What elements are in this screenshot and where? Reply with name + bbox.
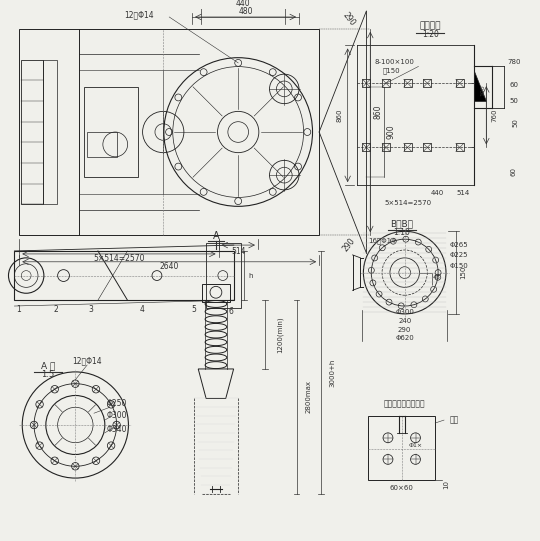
Text: 480: 480 [238, 6, 253, 16]
Text: 60: 60 [511, 167, 517, 176]
Text: 100: 100 [481, 84, 486, 96]
Text: 150: 150 [461, 266, 467, 279]
Text: 60: 60 [509, 82, 518, 88]
Text: Φ265: Φ265 [449, 242, 468, 248]
Text: 2: 2 [53, 306, 58, 314]
Bar [362, 80, 370, 87]
Text: 6: 6 [228, 307, 233, 316]
Text: 860: 860 [337, 109, 343, 122]
Text: 290: 290 [341, 236, 356, 254]
Bar [456, 80, 464, 87]
Text: 50: 50 [509, 98, 518, 104]
Text: 2640: 2640 [159, 262, 179, 271]
Text: Φ300: Φ300 [395, 309, 414, 315]
Text: 8-100×100: 8-100×100 [375, 60, 415, 65]
Text: 10: 10 [443, 480, 449, 490]
Text: 5×514=2570: 5×514=2570 [384, 200, 431, 206]
Bar [15, 251, 234, 300]
Bar [21, 60, 43, 204]
Bar [382, 143, 390, 151]
Text: 12－Φ14: 12－Φ14 [124, 10, 154, 19]
Text: Φ340: Φ340 [106, 425, 127, 434]
Text: 1: 1 [16, 306, 21, 314]
Bar [382, 80, 390, 87]
Bar [84, 87, 138, 177]
Text: 16－Φ14: 16－Φ14 [368, 238, 396, 245]
Bar [19, 29, 319, 235]
Text: 1:5: 1:5 [41, 371, 55, 379]
Text: A: A [213, 231, 219, 241]
Text: 1:10: 1:10 [393, 228, 410, 237]
Text: Φ300: Φ300 [106, 411, 127, 420]
Bar [202, 285, 230, 302]
Text: 760: 760 [491, 109, 497, 122]
Text: 12－Φ14: 12－Φ14 [72, 357, 102, 366]
Text: 860: 860 [374, 104, 383, 118]
Polygon shape [475, 71, 487, 101]
Bar [368, 416, 435, 480]
Text: 514: 514 [456, 190, 469, 196]
Text: 深150: 深150 [383, 67, 401, 74]
Bar [43, 60, 57, 204]
Text: Φ150: Φ150 [449, 263, 468, 269]
Text: 60×60: 60×60 [390, 485, 414, 491]
Bar [206, 243, 240, 308]
Text: 基礎孔圖: 基礎孔圖 [420, 21, 441, 30]
Text: 5×514=2570: 5×514=2570 [93, 254, 145, 263]
Text: 780: 780 [507, 60, 521, 65]
Bar [404, 143, 411, 151]
Text: 3000+h: 3000+h [330, 358, 336, 387]
Text: 900: 900 [387, 124, 395, 140]
Text: 1200(min): 1200(min) [276, 316, 283, 353]
Text: 楔板: 楔板 [449, 415, 458, 425]
Text: Φ250: Φ250 [106, 399, 127, 408]
Text: 2800max: 2800max [305, 380, 312, 413]
Text: 240: 240 [398, 318, 411, 324]
Text: 楔板直接鉆通示意圖: 楔板直接鉆通示意圖 [384, 399, 426, 408]
Text: 1:20: 1:20 [422, 30, 438, 39]
Text: Φ225: Φ225 [449, 252, 468, 258]
Text: A 向: A 向 [40, 361, 55, 371]
Text: 290: 290 [341, 10, 356, 28]
Text: Φ620: Φ620 [395, 335, 414, 341]
Text: 290: 290 [398, 327, 411, 333]
Text: 440: 440 [431, 190, 444, 196]
Bar [456, 143, 464, 151]
Bar [423, 143, 431, 151]
Text: 514: 514 [231, 247, 246, 256]
Text: Φ1×: Φ1× [408, 443, 423, 448]
Text: 440: 440 [236, 0, 251, 8]
Text: 3: 3 [89, 306, 93, 314]
Text: B－B向: B－B向 [390, 219, 413, 228]
Bar [362, 143, 370, 151]
Bar [423, 80, 431, 87]
Text: 4: 4 [140, 306, 145, 314]
Bar [404, 80, 411, 87]
Text: 45: 45 [432, 275, 440, 280]
Text: 5: 5 [191, 306, 196, 314]
Text: h: h [248, 273, 253, 279]
Bar [87, 132, 117, 157]
Text: 50: 50 [513, 118, 519, 127]
